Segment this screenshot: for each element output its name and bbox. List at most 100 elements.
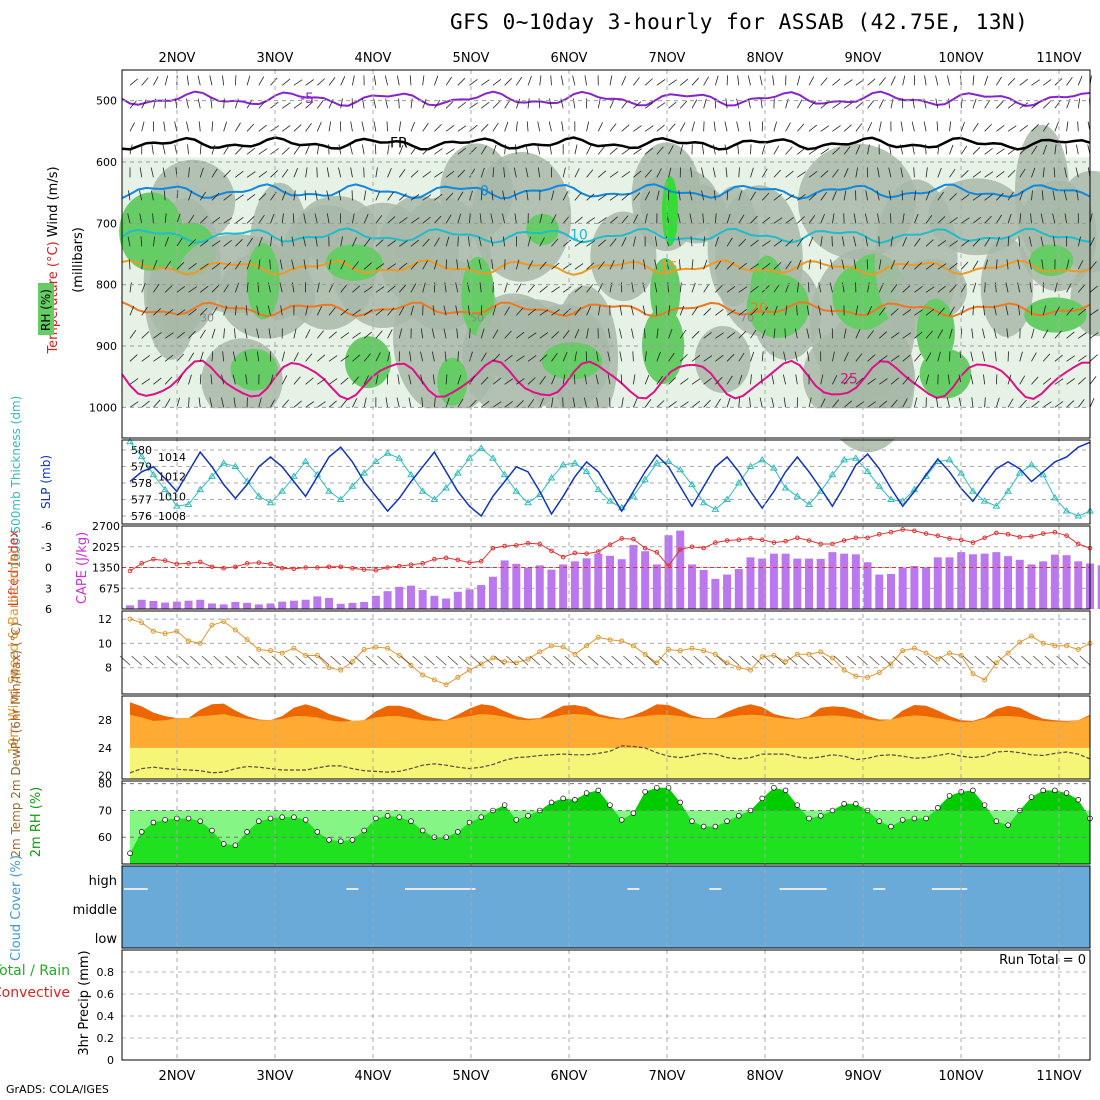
cape-bar (957, 552, 966, 609)
wind-barb (199, 215, 208, 224)
rh2m-marker (209, 827, 215, 834)
wind-barb (772, 75, 775, 86)
wind-speed-marker (818, 649, 824, 655)
wind-barb (785, 146, 793, 155)
wind-barb (761, 351, 764, 362)
slp-tick: 1014 (158, 451, 186, 464)
wind-barb (480, 145, 487, 155)
thickness-marker (875, 482, 884, 489)
wind-barb (199, 307, 208, 316)
wind-barb (515, 283, 522, 293)
wind-barb (1066, 259, 1070, 270)
wind-barb (773, 305, 778, 316)
wind-barb (890, 399, 898, 408)
wind-barb (490, 213, 494, 224)
wind-barb (820, 77, 828, 86)
wind-speed-marker (385, 645, 391, 651)
wind-barb (504, 121, 509, 132)
cape-bar (617, 559, 626, 609)
wind-barb (712, 144, 716, 155)
wind-barb (911, 121, 915, 132)
wind-barb (656, 146, 664, 155)
rh2m-marker (302, 817, 309, 823)
precip-tick: 0.8 (97, 966, 115, 979)
wind-barb (597, 146, 605, 155)
wind-barb (656, 351, 661, 362)
wind-barb (1042, 377, 1052, 385)
wind-barb (1017, 282, 1021, 293)
wind-barb (560, 98, 564, 109)
wind-barb (984, 99, 991, 109)
wind-barb (633, 125, 642, 132)
thickness-marker (559, 460, 568, 468)
wind-barb (879, 400, 888, 408)
wind-barb (410, 98, 413, 109)
wind-barb (185, 98, 189, 109)
wind-barb (315, 236, 318, 247)
wind-barb (783, 397, 787, 408)
wind-barb (691, 306, 698, 316)
li-marker (127, 568, 133, 574)
wind-barb (387, 240, 396, 247)
wind-barb (340, 355, 350, 362)
rh-fill-green (919, 348, 972, 399)
wind-barb (1031, 352, 1037, 362)
li-marker (455, 557, 461, 563)
wind-barb (188, 330, 196, 339)
thickness-tick: 580 (131, 444, 152, 457)
rh2m-marker (256, 818, 262, 824)
rh2m-marker (923, 815, 929, 822)
precip-panel (121, 949, 1091, 1061)
wind-barb-10m (798, 655, 810, 666)
cape-bar (1062, 555, 1071, 609)
wind-barb (211, 240, 221, 247)
wind-barb (678, 259, 681, 270)
wind-barb (141, 121, 145, 132)
li-marker (268, 561, 273, 567)
rh-fill-dark (694, 326, 751, 393)
wind-barb (1066, 307, 1074, 316)
thickness-marker (840, 455, 849, 463)
bottom-date-label: 10NOV (938, 1069, 983, 1084)
wind-barb (902, 332, 912, 339)
wind-barb (1042, 401, 1052, 408)
wind-barb (258, 124, 267, 132)
wind-barb (843, 102, 853, 109)
wind-barb (679, 354, 688, 362)
wind-barb (305, 101, 314, 109)
wind-barb (761, 285, 770, 293)
wind-barb (398, 98, 400, 109)
wind-barb (1078, 355, 1087, 362)
wind-barb (1077, 284, 1086, 293)
wind-barb (820, 125, 830, 132)
wind-barb (747, 75, 751, 86)
wind-barb (504, 354, 513, 362)
wind-barb (164, 75, 169, 86)
wind-barb (328, 331, 337, 339)
thickness-marker (770, 464, 778, 471)
wind-barb (235, 239, 243, 247)
wind-barb (176, 213, 181, 224)
wind-barb (385, 397, 388, 408)
li-marker (654, 549, 660, 555)
cape-bar (395, 586, 404, 609)
wind-barb (995, 259, 998, 270)
wind-barb (445, 170, 455, 178)
wind-barb (443, 328, 447, 339)
thickness-marker (969, 487, 977, 494)
slp-tick: 1010 (158, 490, 186, 503)
top-date-label: 10NOV (938, 51, 983, 66)
thickness-marker (407, 470, 415, 478)
wind-barb (832, 351, 835, 362)
wind-barb (820, 236, 823, 247)
wind-barb (689, 190, 693, 201)
wind-barb (222, 75, 225, 86)
rh2m-marker (700, 823, 707, 830)
wind-barb (281, 190, 287, 201)
thickness-marker (290, 472, 298, 479)
wind-barb (960, 145, 968, 155)
wind-barb (819, 259, 822, 270)
wind-barb (328, 259, 332, 270)
thickness-marker (606, 497, 614, 504)
li-marker (432, 556, 437, 562)
